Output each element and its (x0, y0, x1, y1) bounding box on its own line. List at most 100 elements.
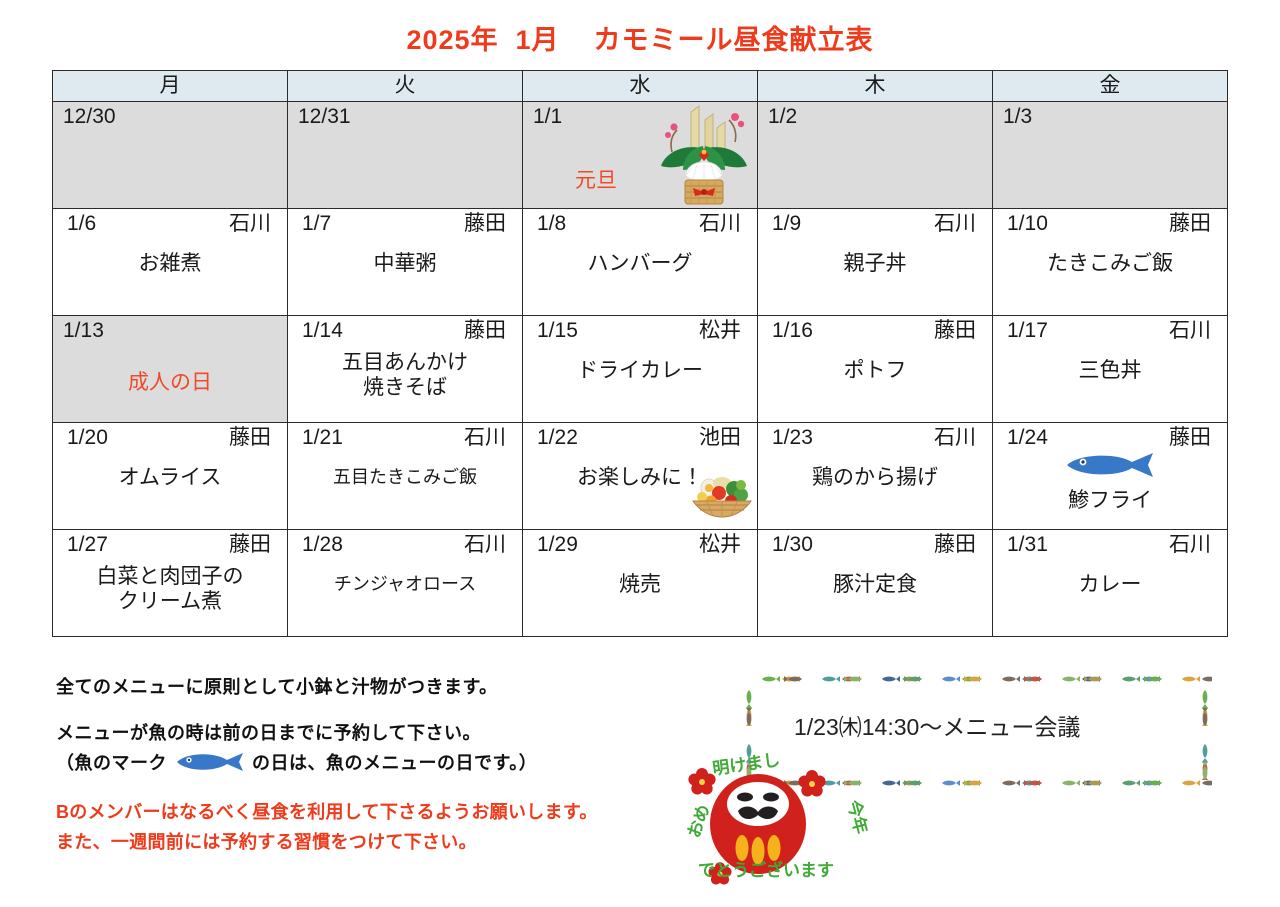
calendar-week-row: 1/27 藤田白菜と肉団子の クリーム煮 1/28 石川チンジャオロース 1/29 松井焼… (52, 529, 1228, 637)
day-chef-name: 藤田 (464, 212, 506, 235)
calendar-day-cell[interactable]: 12/30 (52, 101, 288, 209)
calendar-week-row: 1/6 石川 お雑煮 1/7 藤田 中華粥 1/8 石川 ハンバーグ 1/9 石川 親子丼 1/10 藤田… (52, 208, 1228, 316)
day-chef-name: 藤田 (464, 319, 506, 342)
calendar-day-cell[interactable]: 1/14 藤田 五目あんかけ 焼きそば (287, 315, 523, 423)
day-cell-header: 1/2 (758, 102, 992, 130)
day-date: 1/27 (67, 533, 108, 556)
day-chef-name: 藤田 (229, 426, 271, 449)
calendar-day-cell[interactable]: 1/13 成人の日 (52, 315, 288, 423)
day-chef-name: 石川 (1169, 533, 1211, 556)
calendar-week-row: 12/30 12/31 1/1 元旦 1/2 1/3 (52, 101, 1228, 209)
day-date: 1/8 (537, 212, 567, 235)
weekday-header-thu: 木 (757, 70, 993, 102)
note-red-line-2: また、一週間前には予約する習慣をつけて下さい。 (56, 832, 477, 852)
day-cell-header: 1/15 松井 (523, 316, 757, 344)
day-cell-header: 1/8 石川 (523, 209, 757, 237)
calendar-day-cell[interactable]: 1/8 石川 ハンバーグ (522, 208, 758, 316)
day-cell-header: 1/3 (993, 102, 1227, 130)
day-cell-header: 1/27 藤田 (53, 530, 287, 558)
calendar-day-cell[interactable]: 1/3 (992, 101, 1228, 209)
calendar-day-cell[interactable]: 1/10 藤田 たきこみご飯 (992, 208, 1228, 316)
vegetable-basket-icon (692, 477, 752, 518)
calendar-day-cell[interactable]: 1/7 藤田 中華粥 (287, 208, 523, 316)
day-cell-header: 1/21 石川 (288, 423, 522, 451)
menu-calendar-table: 月 火 水 木 金 12/30 12/31 1/1 元旦 1/2 1/3 1/6 石川 お雑煮 1… (52, 70, 1228, 637)
calendar-day-cell[interactable]: 1/21 石川五目たきこみご飯 (287, 422, 523, 530)
calendar-week-row: 1/13 成人の日 1/14 藤田 五目あんかけ 焼きそば 1/15 松井 ドライカレー 1/1… (52, 315, 1228, 423)
day-date: 1/24 (1007, 426, 1048, 449)
calendar-day-cell[interactable]: 1/15 松井 ドライカレー (522, 315, 758, 423)
day-menu: 鯵フライ (1068, 489, 1152, 512)
calendar-day-cell[interactable]: 1/24 藤田 鯵フライ (992, 422, 1228, 530)
calendar-day-cell[interactable]: 1/28 石川チンジャオロース (287, 529, 523, 637)
daruma-icon (688, 768, 826, 885)
fish-icon (1067, 453, 1153, 477)
meeting-notice-text: 1/23㈭14:30～メニュー会議 (794, 714, 1081, 740)
day-menu: オムライス (118, 466, 222, 489)
calendar-day-cell[interactable]: 1/1 元旦 (522, 101, 758, 209)
day-chef-name: 石川 (464, 533, 506, 556)
day-cell-header: 1/16 藤田 (758, 316, 992, 344)
calendar-day-cell[interactable]: 1/29 松井焼売 (522, 529, 758, 637)
day-chef-name: 石川 (464, 426, 506, 449)
day-menu: 焼売 (619, 573, 661, 596)
day-date: 1/6 (67, 212, 97, 235)
day-menu: ハンバーグ (587, 252, 693, 275)
day-menu: 親子丼 (843, 252, 907, 275)
day-date: 1/9 (772, 212, 802, 235)
calendar-day-cell[interactable]: 1/20 藤田オムライス (52, 422, 288, 530)
weekday-header-tue: 火 (287, 70, 523, 102)
day-chef-name: 石川 (934, 426, 976, 449)
day-cell-header: 1/29 松井 (523, 530, 757, 558)
day-cell-header: 12/30 (53, 102, 287, 130)
day-date: 12/31 (298, 105, 351, 128)
day-chef-name: 石川 (1169, 319, 1211, 342)
fish-marker (993, 452, 1227, 478)
calendar-day-cell[interactable]: 1/17 石川 三色丼 (992, 315, 1228, 423)
day-menu: チンジャオロース (333, 574, 477, 594)
meeting-notice-box: 1/23㈭14:30～メニュー会議 (724, 654, 1220, 790)
greeting-text-part3: でとうございます (698, 861, 834, 881)
calendar-week-row: 1/20 藤田 オムライス 1/21 石川 五目たきこみご飯 1/22 池田 お楽しみに！ 1/2… (52, 422, 1228, 530)
calendar-day-cell[interactable]: 1/30 藤田 豚汁定食 (757, 529, 993, 637)
day-menu: 五目たきこみご飯 (333, 467, 477, 487)
day-cell-header: 1/20 藤田 (53, 423, 287, 451)
note-line-3: （魚のマーク の日は、魚のメニューの日です。） (56, 748, 706, 781)
day-cell-header: 1/14 藤田 (288, 316, 522, 344)
calendar-day-cell[interactable]: 1/9 石川親子丼 (757, 208, 993, 316)
day-date: 1/28 (302, 533, 343, 556)
fish-icon (175, 751, 245, 781)
day-date: 1/13 (63, 319, 104, 342)
day-chef-name: 松井 (699, 319, 741, 342)
day-chef-name: 藤田 (934, 533, 976, 556)
note-line-1: 全てのメニューに原則として小鉢と汁物がつきます。 (56, 677, 498, 697)
calendar-day-cell[interactable]: 1/22 池田 お楽しみに！ (522, 422, 758, 530)
calendar-day-cell[interactable]: 1/27 藤田白菜と肉団子の クリーム煮 (52, 529, 288, 637)
day-chef-name: 石川 (699, 212, 741, 235)
day-cell-header: 1/31 石川 (993, 530, 1227, 558)
day-date: 1/15 (537, 319, 578, 342)
note-line-3-before: （魚のマーク (56, 753, 167, 773)
day-cell-header: 1/1 (523, 102, 757, 130)
calendar-day-cell[interactable]: 1/23 石川 鶏のから揚げ (757, 422, 993, 530)
day-date: 1/16 (772, 319, 813, 342)
day-date: 1/31 (1007, 533, 1048, 556)
calendar-day-cell[interactable]: 1/16 藤田ポトフ (757, 315, 993, 423)
calendar-day-cell[interactable]: 1/2 (757, 101, 993, 209)
calendar-day-cell[interactable]: 1/31 石川 カレー (992, 529, 1228, 637)
day-date: 1/10 (1007, 212, 1048, 235)
day-menu: ポトフ (843, 359, 907, 382)
day-date: 1/23 (772, 426, 813, 449)
note-red-line-1: Bのメンバーはなるべく昼食を利用して下さるようお願いします。 (56, 802, 598, 822)
day-chef-name: 藤田 (229, 533, 271, 556)
day-menu: 豚汁定食 (833, 573, 917, 596)
day-menu: 白菜と肉団子の クリーム煮 (96, 565, 244, 613)
day-cell-header: 1/9 石川 (758, 209, 992, 237)
day-cell-header: 1/28 石川 (288, 530, 522, 558)
day-cell-header: 1/23 石川 (758, 423, 992, 451)
calendar-day-cell[interactable]: 1/6 石川 お雑煮 (52, 208, 288, 316)
day-date: 1/7 (302, 212, 332, 235)
day-date: 1/2 (768, 105, 798, 128)
weekday-header-fri: 金 (992, 70, 1228, 102)
calendar-day-cell[interactable]: 12/31 (287, 101, 523, 209)
